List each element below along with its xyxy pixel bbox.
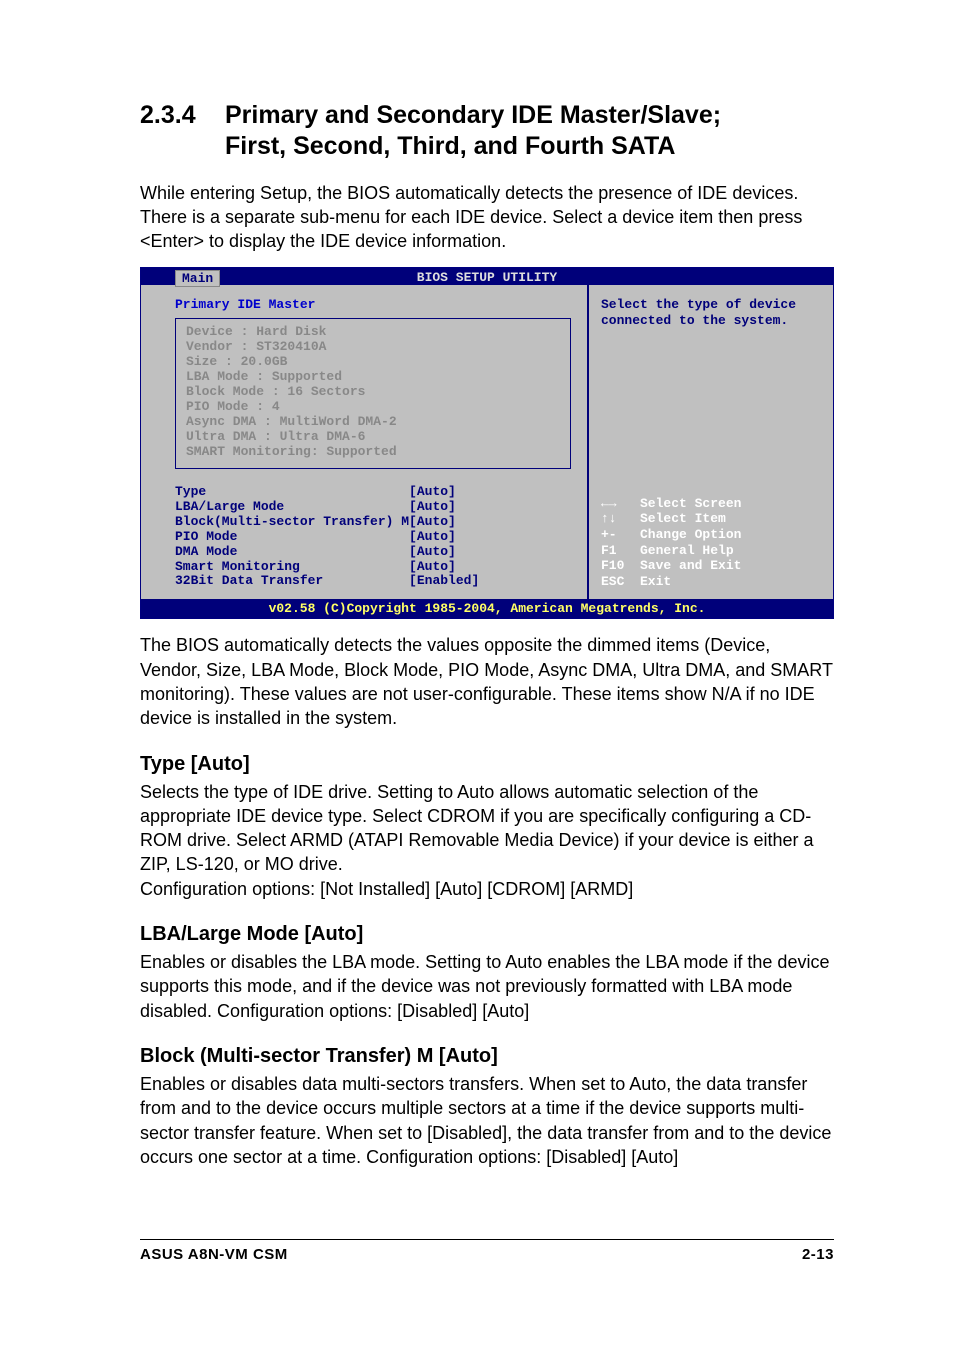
bios-detected-row: SMART Monitoring: Supported — [186, 445, 560, 460]
bios-left-panel: Primary IDE Master Device : Hard DiskVen… — [141, 285, 589, 599]
section-title-line1: Primary and Secondary IDE Master/Slave; — [225, 101, 721, 129]
after-bios-paragraph: The BIOS automatically detects the value… — [140, 633, 834, 730]
section-number: 2.3.4 — [140, 100, 225, 163]
bios-tab-main[interactable]: Main — [175, 270, 220, 287]
bios-setup-utility: BIOS SETUP UTILITY Main Primary IDE Mast… — [140, 267, 834, 619]
section-heading: 2.3.4 Primary and Secondary IDE Master/S… — [140, 100, 834, 163]
bios-detected-row: LBA Mode : Supported — [186, 370, 560, 385]
bios-header: BIOS SETUP UTILITY Main — [141, 268, 833, 285]
page-footer: ASUS A8N-VM CSM 2-13 — [140, 1239, 834, 1263]
bios-detected-row: Block Mode : 16 Sectors — [186, 385, 560, 400]
footer-right: 2-13 — [802, 1246, 834, 1263]
bios-help-panel: Select the type of device connected to t… — [589, 285, 833, 599]
bios-detected-row: Ultra DMA : Ultra DMA-6 — [186, 430, 560, 445]
type-heading: Type [Auto] — [140, 753, 834, 776]
footer-left: ASUS A8N-VM CSM — [140, 1246, 288, 1263]
block-body: Enables or disables data multi-sectors t… — [140, 1072, 834, 1169]
lba-heading: LBA/Large Mode [Auto] — [140, 923, 834, 946]
section-title-line2: First, Second, Third, and Fourth SATA — [225, 132, 675, 160]
bios-subtitle: Primary IDE Master — [175, 297, 571, 312]
bios-detected-values: Device : Hard DiskVendor : ST320410ASize… — [175, 318, 571, 468]
bios-help-text: Select the type of device connected to t… — [601, 297, 821, 328]
bios-detected-row: Vendor : ST320410A — [186, 340, 560, 355]
bios-copyright: v02.58 (C)Copyright 1985-2004, American … — [141, 599, 833, 618]
bios-detected-row: Async DMA : MultiWord DMA-2 — [186, 415, 560, 430]
bios-detected-row: Size : 20.0GB — [186, 355, 560, 370]
bios-nav-keys: ←→ Select Screen ↑↓ Select Item +- Chang… — [601, 496, 821, 590]
bios-detected-row: Device : Hard Disk — [186, 325, 560, 340]
intro-paragraph: While entering Setup, the BIOS automatic… — [140, 181, 834, 254]
bios-settings-list[interactable]: Type [Auto] LBA/Large Mode [Auto] Block(… — [175, 485, 571, 590]
bios-header-title: BIOS SETUP UTILITY — [417, 270, 557, 285]
bios-detected-row: PIO Mode : 4 — [186, 400, 560, 415]
lba-body: Enables or disables the LBA mode. Settin… — [140, 950, 834, 1023]
type-body: Selects the type of IDE drive. Setting t… — [140, 780, 834, 901]
block-heading: Block (Multi-sector Transfer) M [Auto] — [140, 1045, 834, 1068]
